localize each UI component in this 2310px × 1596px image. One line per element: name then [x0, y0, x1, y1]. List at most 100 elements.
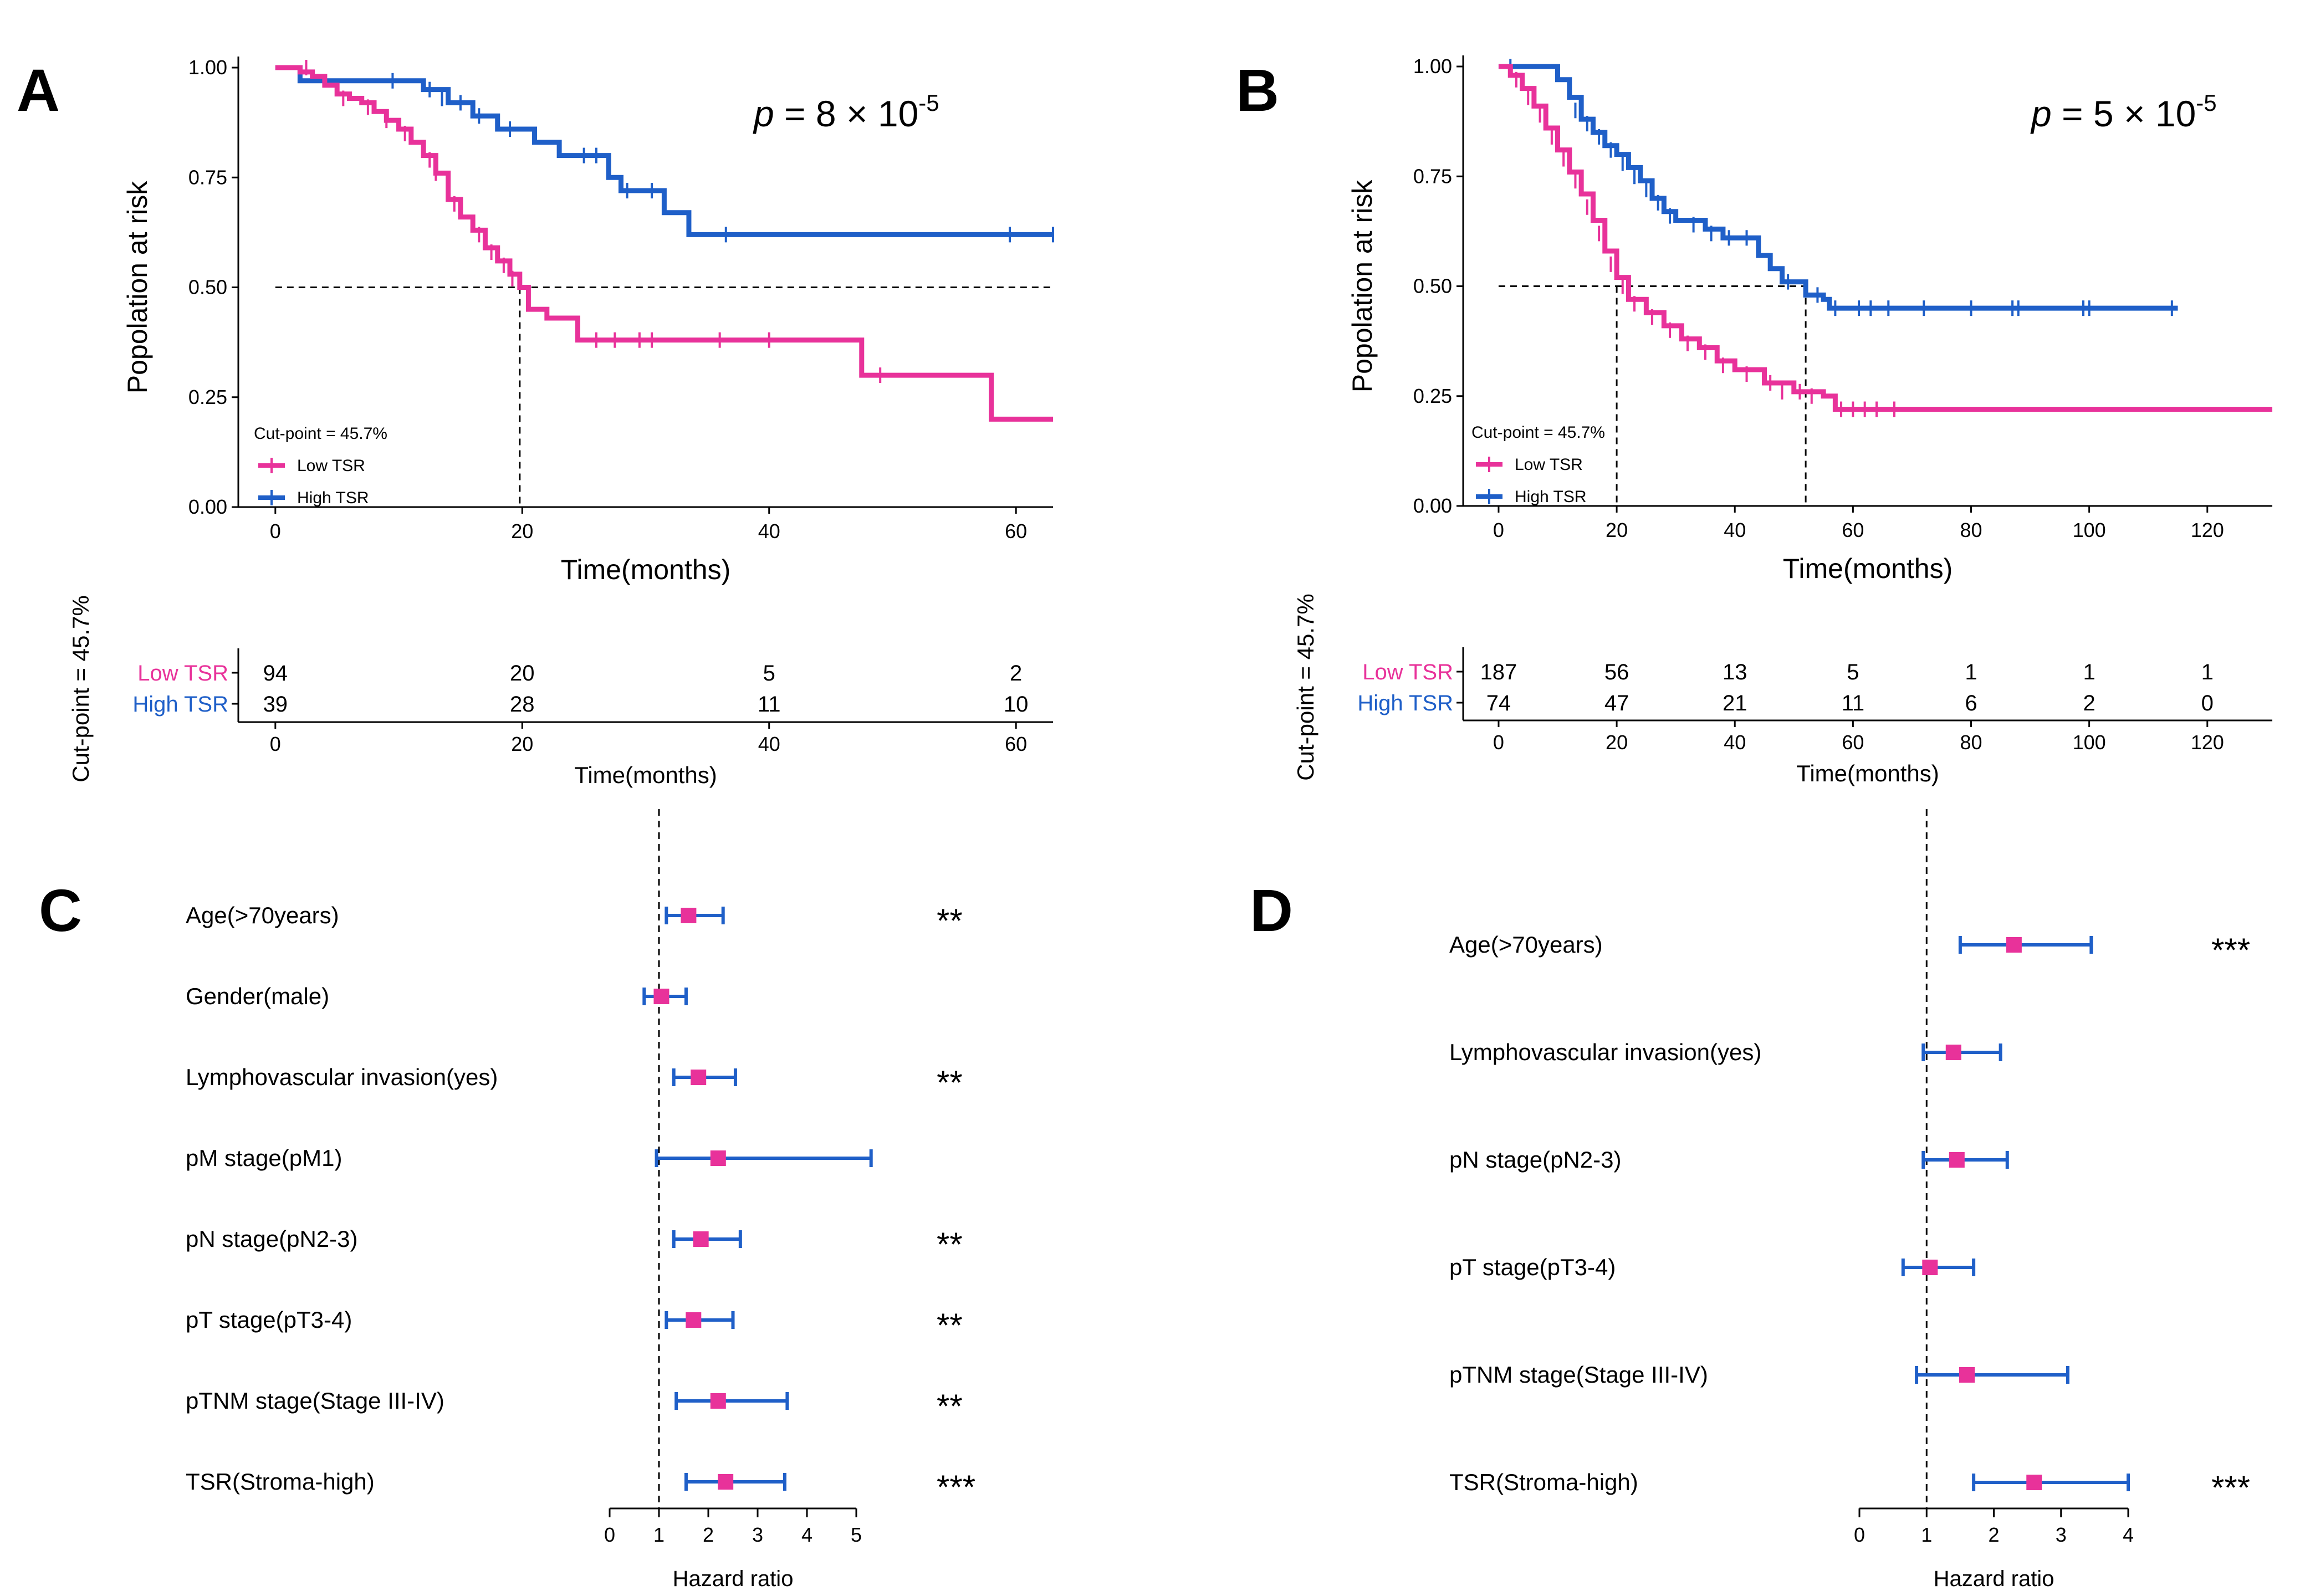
- hr-point: [718, 1474, 734, 1490]
- km-y-tick-label: 1.00: [188, 56, 227, 79]
- hr-point: [710, 1393, 726, 1409]
- hr-x-axis-title: Hazard ratio: [673, 1567, 794, 1591]
- hr-point: [681, 908, 697, 923]
- km-x-tick-label: 0: [270, 520, 281, 543]
- hr-x-axis-title: Hazard ratio: [1934, 1567, 2055, 1591]
- risk-x-tick-label: 120: [2191, 731, 2224, 754]
- km-y-tick-label: 1.00: [1413, 55, 1452, 78]
- panel-letter-d: D: [1250, 877, 1293, 944]
- hr-point: [691, 1070, 707, 1085]
- risk-x-tick-label: 60: [1005, 733, 1027, 755]
- km-y-tick-label: 0.00: [1413, 494, 1452, 517]
- forest-row-label: Age(>70years): [1449, 932, 1603, 958]
- risk-side-label: Cut-point = 45.7%: [68, 595, 94, 782]
- km-x-axis-title: Time(months): [561, 554, 731, 585]
- risk-count: 2: [1010, 661, 1022, 686]
- hr-x-tick-label: 3: [2056, 1523, 2067, 1546]
- hr-x-tick-label: 2: [703, 1523, 714, 1546]
- panel-letter-b: B: [1236, 57, 1279, 124]
- km-curve-low: [275, 65, 1053, 422]
- risk-x-tick-label: 0: [1493, 731, 1504, 754]
- significance-stars: **: [937, 1226, 963, 1263]
- legend-item-high: High TSR: [1515, 488, 1587, 506]
- risk-x-axis-title: Time(months): [574, 762, 717, 788]
- risk-count: 13: [1723, 660, 1747, 684]
- risk-count: 11: [1842, 691, 1865, 715]
- risk-x-tick-label: 20: [511, 733, 533, 755]
- forest-row-label: pT stage(pT3-4): [186, 1307, 352, 1333]
- legend-item-low: Low TSR: [1515, 456, 1583, 474]
- km-y-tick-label: 0.00: [188, 495, 227, 518]
- significance-stars: **: [937, 1388, 963, 1425]
- km-y-tick-label: 0.75: [188, 166, 227, 188]
- risk-count: 21: [1723, 691, 1747, 715]
- forest-row-label: pM stage(pM1): [186, 1145, 342, 1171]
- hr-x-tick-label: 5: [851, 1523, 862, 1546]
- forest-row-label: pN stage(pN2-3): [186, 1226, 357, 1252]
- legend-item-high: High TSR: [297, 489, 369, 507]
- forest-row-label: pTNM stage(Stage III-IV): [1449, 1362, 1708, 1388]
- risk-count: 0: [2201, 691, 2214, 715]
- forest-row-label: Lymphovascular invasion(yes): [186, 1064, 498, 1090]
- km-y-tick-label: 0.50: [1413, 275, 1452, 298]
- hr-x-tick-label: 4: [801, 1523, 812, 1546]
- hr-point: [1949, 1152, 1965, 1168]
- forest-row-label: TSR(Stroma-high): [186, 1469, 375, 1495]
- forest-row-label: pN stage(pN2-3): [1449, 1147, 1621, 1173]
- significance-stars: **: [937, 1307, 963, 1344]
- hr-x-tick-label: 2: [1988, 1523, 1999, 1546]
- legend-title: Cut-point = 45.7%: [254, 424, 387, 443]
- forest-row-label: Age(>70years): [186, 902, 339, 928]
- risk-count: 5: [763, 661, 775, 686]
- km-plot-a: 0.000.250.500.751.000 20 40 60Time(months)P…: [68, 56, 1054, 788]
- risk-count: 20: [510, 661, 535, 686]
- km-y-axis-title: Popolation at risk: [122, 181, 153, 394]
- legend-item-low: Low TSR: [297, 457, 365, 475]
- risk-count: 47: [1604, 691, 1629, 715]
- km-x-tick-label: 60: [1842, 519, 1864, 541]
- risk-count: 74: [1486, 691, 1511, 715]
- significance-stars: ***: [937, 1469, 975, 1506]
- risk-count: 5: [1847, 660, 1859, 684]
- significance-stars: ***: [2211, 1469, 2250, 1506]
- risk-count: 56: [1604, 660, 1629, 684]
- risk-x-axis-title: Time(months): [1796, 760, 1939, 786]
- km-plot-b: 0.000.250.500.751.000 20 40 60 80 100 120Time(…: [1292, 55, 2272, 786]
- risk-count: 1: [2083, 660, 2096, 684]
- forest-row-label: pT stage(pT3-4): [1449, 1254, 1616, 1280]
- risk-x-tick-label: 80: [1960, 731, 1982, 754]
- risk-count: 94: [263, 661, 288, 686]
- hr-point: [653, 989, 670, 1004]
- risk-row-label-high: High TSR: [1357, 691, 1453, 715]
- panel-letter-a: A: [17, 57, 60, 124]
- risk-x-tick-label: 40: [758, 733, 780, 755]
- p-value: p = 8 × 10-5: [753, 90, 939, 134]
- hr-x-tick-label: 1: [1921, 1523, 1932, 1546]
- risk-count: 28: [510, 692, 535, 717]
- km-x-tick-label: 120: [2191, 519, 2224, 541]
- forest-row-label: TSR(Stroma-high): [1449, 1469, 1638, 1495]
- p-value: p = 5 × 10-5: [2030, 90, 2217, 134]
- hr-x-tick-label: 4: [2123, 1523, 2134, 1546]
- significance-stars: **: [937, 1064, 963, 1101]
- hr-x-tick-label: 3: [752, 1523, 763, 1546]
- significance-stars: ***: [2211, 932, 2250, 969]
- panel-letter-c: C: [39, 877, 82, 944]
- km-x-tick-label: 0: [1493, 519, 1504, 541]
- km-y-tick-label: 0.50: [188, 276, 227, 299]
- risk-x-tick-label: 0: [270, 733, 281, 755]
- km-x-tick-label: 20: [511, 520, 533, 543]
- risk-count: 11: [758, 692, 781, 717]
- risk-count: 1: [2201, 660, 2214, 684]
- risk-count: 2: [2083, 691, 2096, 715]
- significance-stars: **: [937, 902, 963, 939]
- risk-side-label: Cut-point = 45.7%: [1292, 594, 1318, 780]
- km-y-tick-label: 0.75: [1413, 165, 1452, 187]
- hr-point: [710, 1150, 726, 1166]
- km-x-tick-label: 60: [1005, 520, 1027, 543]
- km-x-tick-label: 40: [758, 520, 780, 543]
- risk-count: 10: [1004, 692, 1029, 717]
- hr-point: [1922, 1260, 1938, 1275]
- hr-point: [2006, 937, 2022, 953]
- km-x-tick-label: 20: [1606, 519, 1628, 541]
